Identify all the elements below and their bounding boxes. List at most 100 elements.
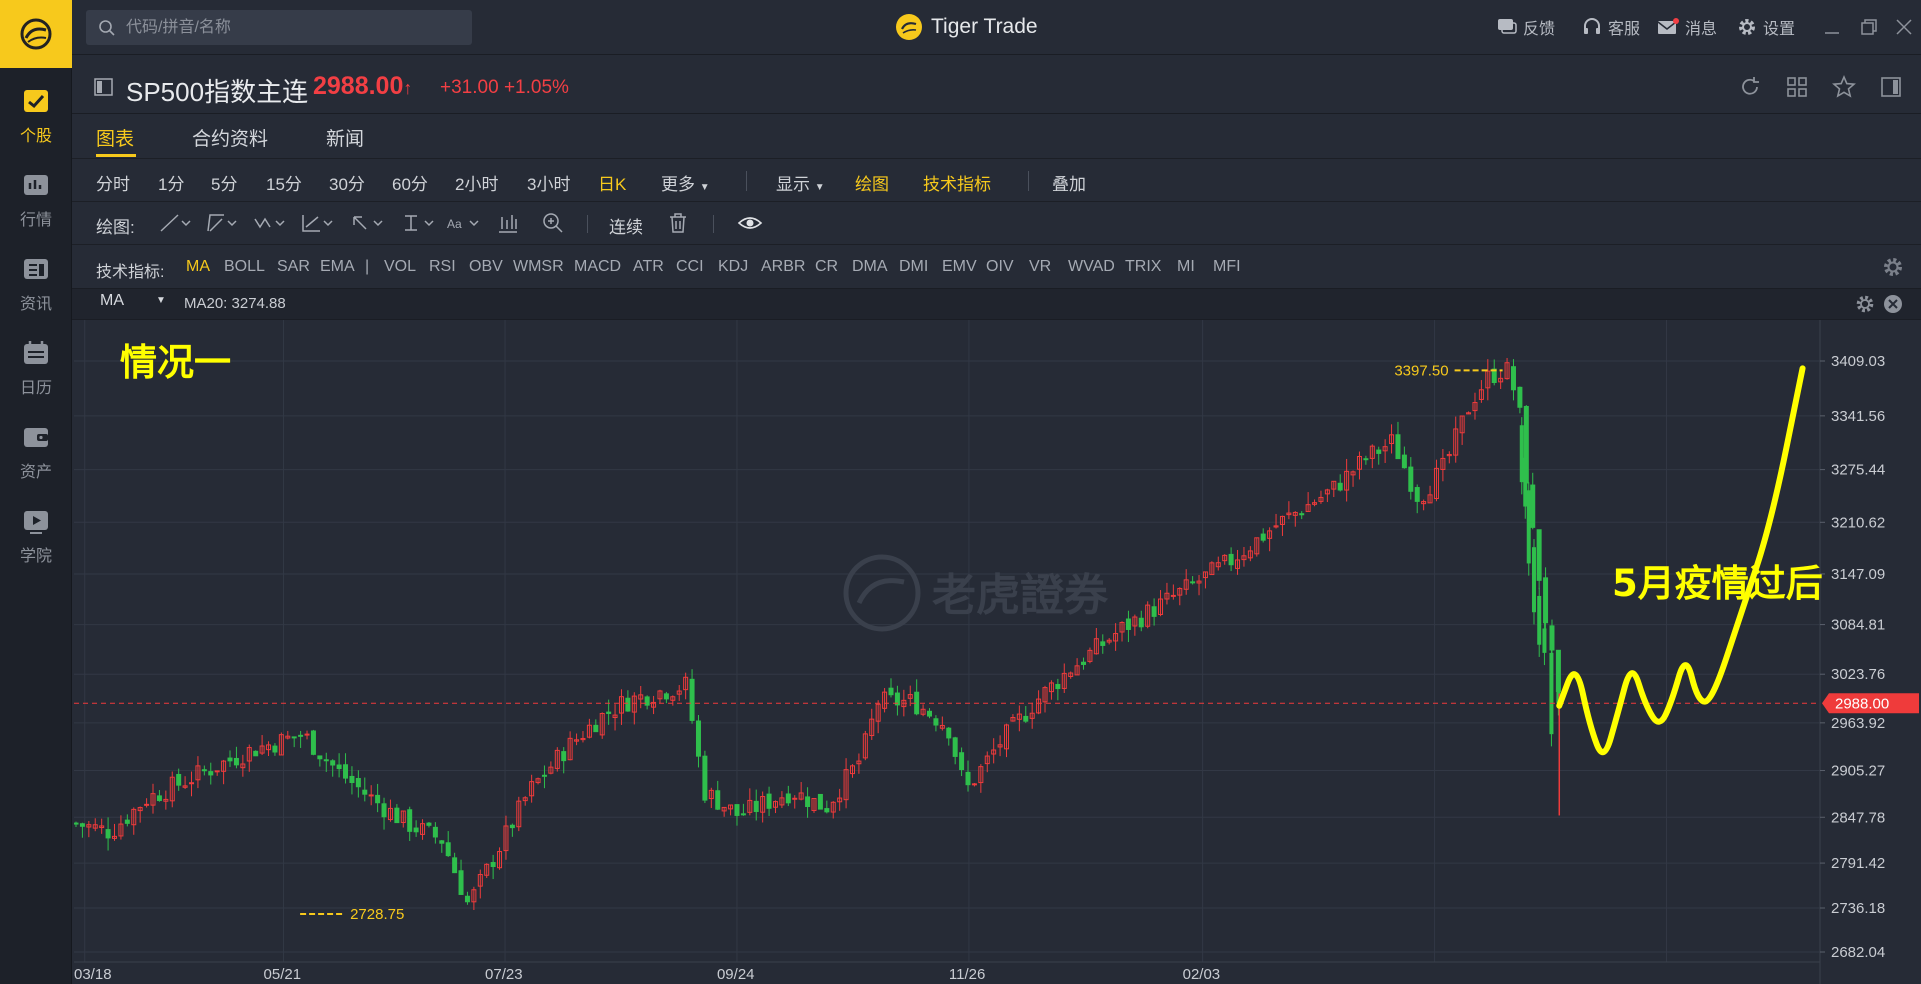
indicator-dma[interactable]: DMA — [852, 258, 888, 275]
candle — [567, 731, 573, 761]
rail-item-1[interactable]: 行情 — [0, 166, 72, 246]
tab-chart[interactable]: 图表 — [96, 129, 135, 150]
period-3h[interactable]: 3小时 — [527, 175, 571, 194]
bar-tool[interactable] — [496, 211, 520, 235]
messages-button[interactable]: 消息 — [1657, 14, 1717, 40]
tab-contract-info[interactable]: 合约资料 — [192, 129, 269, 150]
indicator-macd[interactable]: MACD — [574, 258, 622, 275]
period-2h[interactable]: 2小时 — [455, 175, 499, 194]
indicator-boll[interactable]: BOLL — [224, 258, 265, 275]
chevron-down-icon: ▼ — [699, 182, 710, 193]
period-5m[interactable]: 5分 — [211, 175, 238, 194]
tab-news[interactable]: 新闻 — [326, 129, 365, 150]
delete-drawings[interactable] — [666, 211, 690, 235]
candle — [413, 820, 419, 837]
app-title: Tiger Trade — [931, 15, 1038, 38]
indicator-settings-icon[interactable] — [1881, 255, 1905, 279]
indicator-mfi[interactable]: MFI — [1213, 258, 1241, 275]
period-1m[interactable]: 1分 — [158, 175, 185, 194]
indicator-vr[interactable]: VR — [1029, 258, 1052, 275]
candle — [112, 823, 118, 841]
indicator-rsi[interactable]: RSI — [429, 258, 456, 275]
separator — [587, 215, 588, 233]
candle — [1466, 411, 1472, 415]
y-tick-label: 3023.76 — [1831, 666, 1885, 683]
wave-tool-icon — [254, 217, 285, 229]
indicator-emv[interactable]: EMV — [942, 258, 977, 275]
display-menu[interactable]: 显示 ▼ — [776, 170, 825, 195]
ma-close-icon[interactable] — [1882, 293, 1904, 315]
indicators-menu[interactable]: 技术指标 — [923, 175, 991, 194]
candle — [1376, 446, 1382, 465]
rail-item-3[interactable]: 日历 — [0, 334, 72, 414]
visibility-toggle[interactable] — [737, 211, 763, 235]
arrow-tool[interactable] — [350, 211, 386, 235]
indicator-dmi[interactable]: DMI — [899, 258, 929, 275]
sidebar-toggle-icon[interactable] — [94, 77, 114, 97]
extreme-markers: 3397.50 2728.75 — [300, 362, 1503, 923]
grid-layout-button[interactable] — [1784, 74, 1810, 100]
indicator-kdj[interactable]: KDJ — [718, 258, 749, 275]
candle — [702, 750, 708, 804]
indicator-wvad[interactable]: WVAD — [1068, 258, 1115, 275]
restore-button[interactable] — [1857, 15, 1881, 39]
period-30m[interactable]: 30分 — [329, 175, 365, 194]
rail-item-2[interactable]: 资讯 — [0, 250, 72, 330]
period-daily[interactable]: 日K — [598, 175, 627, 194]
period-15m[interactable]: 15分 — [266, 175, 302, 194]
candle — [1164, 582, 1170, 605]
candle — [490, 854, 496, 880]
indicator-ema[interactable]: EMA — [320, 258, 355, 275]
wave-tool[interactable] — [252, 211, 288, 235]
indicator-trix[interactable]: TRIX — [1125, 258, 1162, 275]
price-chart[interactable]: 老虎證券 3397.50 2728.75 3409.03 3341.56 3275.4… — [74, 320, 1921, 984]
measure-tool[interactable] — [401, 211, 437, 235]
indicator-cci[interactable]: CCI — [676, 258, 704, 275]
ray-tool-icon — [207, 214, 237, 232]
close-button[interactable] — [1892, 15, 1916, 39]
current-price-tag: 2988.00 — [1822, 693, 1919, 714]
ma-settings-icon[interactable] — [1854, 293, 1876, 315]
zoom-tool[interactable] — [541, 211, 565, 235]
text-tool[interactable]: Aa — [446, 211, 482, 235]
overlay-menu[interactable]: 叠加 — [1052, 175, 1086, 194]
rail-item-4[interactable]: 资产 — [0, 418, 72, 498]
indicator-arbr[interactable]: ARBR — [761, 258, 806, 275]
tiger-logo[interactable] — [0, 0, 72, 68]
search-input[interactable] — [124, 17, 464, 38]
candle — [304, 730, 310, 740]
rail-item-5[interactable]: 学院 — [0, 502, 72, 582]
ray-tool[interactable] — [204, 211, 240, 235]
refresh-button[interactable] — [1737, 74, 1763, 100]
indicator-vol[interactable]: VOL — [384, 258, 417, 275]
search-box[interactable] — [86, 10, 472, 45]
indicator-ma[interactable]: MA — [186, 258, 210, 275]
continuous-toggle[interactable]: 连续 — [609, 218, 643, 237]
period-timeshare[interactable]: 分时 — [96, 175, 130, 194]
support-button[interactable]: 客服 — [1582, 14, 1640, 40]
minimize-button[interactable] — [1820, 15, 1844, 39]
ma-select[interactable]: MA ▼ — [100, 292, 172, 316]
indicator-wmsr[interactable]: WMSR — [513, 258, 564, 275]
candle — [1093, 627, 1099, 655]
indicator-mi[interactable]: MI — [1177, 258, 1195, 275]
drawing-menu[interactable]: 绘图 — [855, 175, 889, 194]
indicator-cr[interactable]: CR — [815, 258, 839, 275]
fib-tool[interactable] — [300, 211, 336, 235]
favorite-button[interactable] — [1831, 74, 1857, 100]
candle — [663, 691, 669, 704]
period-60m[interactable]: 60分 — [392, 175, 428, 194]
indicator-oiv[interactable]: OIV — [986, 258, 1014, 275]
candle — [1138, 610, 1144, 632]
rail-item-0[interactable]: 个股 — [0, 82, 72, 162]
divider — [72, 244, 1921, 245]
settings-button[interactable]: 设置 — [1737, 14, 1795, 40]
indicator-atr[interactable]: ATR — [633, 258, 664, 275]
indicator-obv[interactable]: OBV — [469, 258, 503, 275]
period-more[interactable]: 更多 ▼ — [661, 170, 710, 195]
candle — [227, 750, 233, 767]
feedback-button[interactable]: 反馈 — [1497, 14, 1555, 40]
indicator-sar[interactable]: SAR — [277, 258, 310, 275]
panel-toggle-button[interactable] — [1878, 74, 1904, 100]
line-tool[interactable] — [158, 211, 194, 235]
